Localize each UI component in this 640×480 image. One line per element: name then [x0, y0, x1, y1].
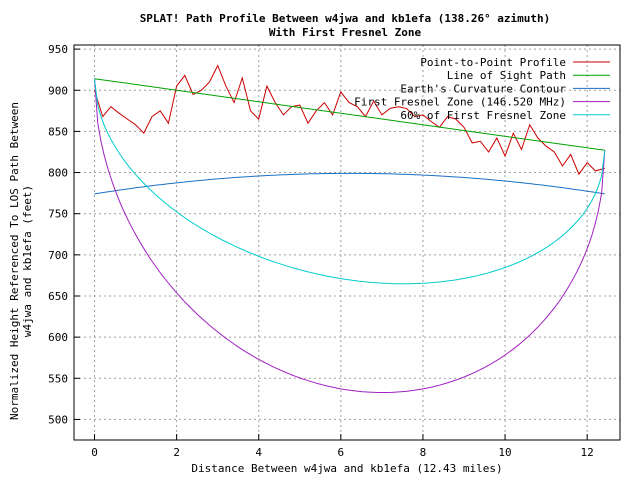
y-tick-label: 600 — [48, 331, 68, 344]
x-tick-label: 6 — [338, 446, 345, 459]
grid — [74, 45, 620, 440]
y-tick-label: 650 — [48, 290, 68, 303]
series-line-3 — [94, 78, 606, 393]
y-tick-label: 550 — [48, 372, 68, 385]
y-tick-label: 850 — [48, 125, 68, 138]
legend-label-4: 60% of First Fresnel Zone — [400, 109, 566, 122]
chart-title: SPLAT! Path Profile Between w4jwa and kb… — [140, 12, 551, 25]
x-tick-label: 2 — [173, 446, 180, 459]
series-layer — [94, 64, 606, 393]
series-line-2 — [94, 172, 605, 195]
plot-frame — [73, 44, 621, 441]
y-tick-labels: 500 550 600 650 700 750 800 850 900 950 — [48, 43, 68, 426]
x-tick-label: 4 — [255, 446, 262, 459]
legend-label-2: Earth's Curvature Contour — [400, 82, 566, 95]
y-tick-label: 500 — [48, 413, 68, 426]
y-tick-label: 750 — [48, 208, 68, 221]
y-tick-label: 950 — [48, 43, 68, 56]
y-tick-label: 700 — [48, 249, 68, 262]
series-line-1 — [94, 78, 605, 151]
chart-subtitle: With First Fresnel Zone — [269, 26, 422, 39]
legend-label-3: First Fresnel Zone (146.520 MHz) — [354, 96, 566, 109]
y-tick-label: 800 — [48, 167, 68, 180]
series-line-0 — [94, 64, 605, 176]
x-tick-label: 0 — [91, 446, 98, 459]
x-tick-label: 8 — [420, 446, 427, 459]
y-axis-label-line1: Normalized Height Referenced To LOS Path… — [8, 102, 21, 420]
x-axis-label: Distance Between w4jwa and kb1efa (12.43… — [191, 462, 502, 475]
y-axis-label-line2: w4jwa and kb1efa (feet) — [21, 185, 34, 337]
x-tick-label: 10 — [498, 446, 511, 459]
y-tick-label: 900 — [48, 84, 68, 97]
legend-label-1: Line of Sight Path — [447, 69, 566, 82]
legend-label-0: Point-to-Point Profile — [420, 56, 566, 69]
x-tick-label: 12 — [581, 446, 594, 459]
series-line-4 — [94, 78, 606, 285]
x-tick-labels: 0 2 4 6 8 10 12 — [91, 446, 594, 459]
